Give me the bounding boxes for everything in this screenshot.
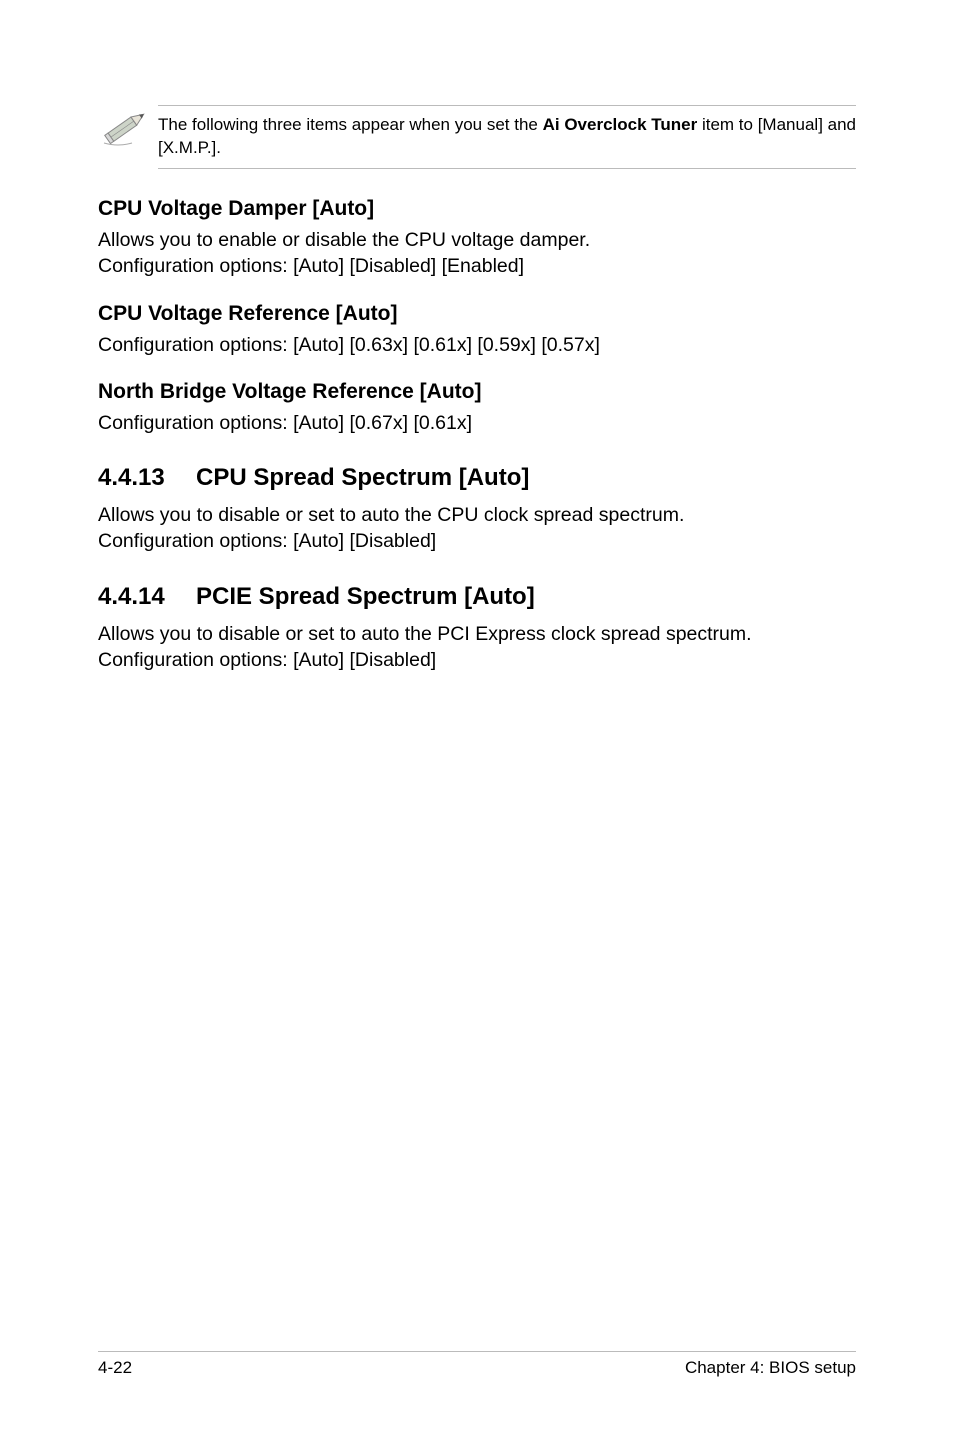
note-text: The following three items appear when yo… [158,105,856,169]
heading-cpu-voltage-reference: CPU Voltage Reference [Auto] [98,302,856,326]
section-title-4414: PCIE Spread Spectrum [Auto] [196,583,535,610]
note-bold: Ai Overclock Tuner [543,115,698,134]
section-title-4413: CPU Spread Spectrum [Auto] [196,464,529,491]
text-cpu-voltage-damper: Allows you to enable or disable the CPU … [98,227,856,280]
pencil-note-icon [98,105,158,154]
heading-4413: 4.4.13CPU Spread Spectrum [Auto] [98,464,856,492]
heading-cpu-voltage-damper: CPU Voltage Damper [Auto] [98,197,856,221]
text-4414: Allows you to disable or set to auto the… [98,621,856,674]
note-prefix: The following three items appear when yo… [158,115,543,134]
text-north-bridge: Configuration options: [Auto] [0.67x] [0… [98,410,856,436]
footer-chapter: Chapter 4: BIOS setup [685,1358,856,1378]
heading-4414: 4.4.14PCIE Spread Spectrum [Auto] [98,583,856,611]
footer-page-number: 4-22 [98,1358,132,1378]
section-number-4414: 4.4.14 [98,583,196,611]
section-number-4413: 4.4.13 [98,464,196,492]
heading-north-bridge: North Bridge Voltage Reference [Auto] [98,380,856,404]
note-box: The following three items appear when yo… [98,105,856,169]
text-cpu-voltage-reference: Configuration options: [Auto] [0.63x] [0… [98,332,856,358]
page-footer: 4-22 Chapter 4: BIOS setup [98,1351,856,1378]
text-4413: Allows you to disable or set to auto the… [98,502,856,555]
